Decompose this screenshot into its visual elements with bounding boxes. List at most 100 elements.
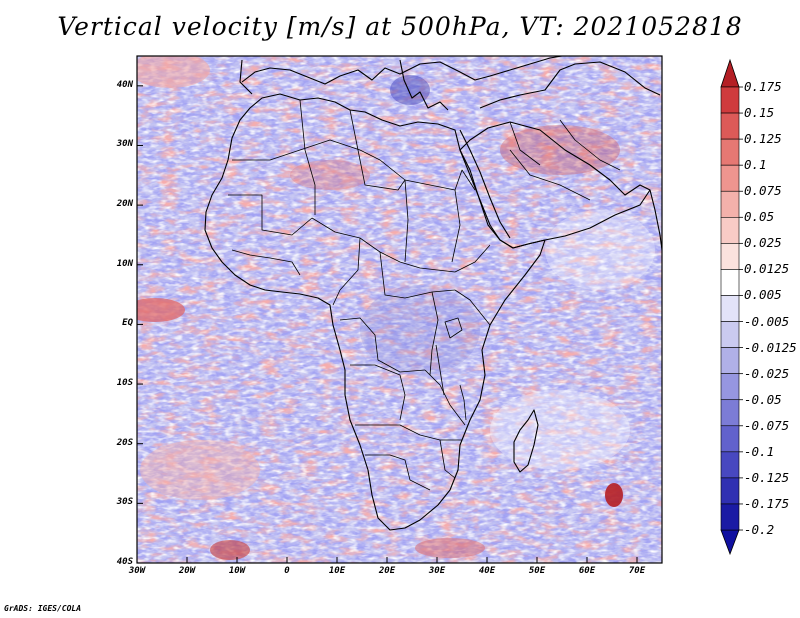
border-2 [299, 99, 316, 215]
lake-malawi [459, 384, 467, 421]
border-10 [379, 251, 456, 299]
lat-tick-label: 30S [116, 497, 133, 508]
colorbar-label: 0.075 [744, 183, 782, 199]
colorbar-label: -0.075 [744, 417, 790, 433]
lat-tick-label: 10S [116, 378, 133, 389]
colorbar-label: -0.125 [744, 469, 790, 485]
border-6 [311, 217, 491, 273]
india-coast [649, 189, 662, 251]
lon-tick-label: 10W [228, 566, 246, 576]
arabia-outline [459, 121, 651, 249]
colorbar-bottom-triangle [720, 529, 740, 556]
border-15 [424, 369, 466, 426]
colorbar-label: 0.175 [744, 79, 782, 94]
colorbar-swatch [720, 138, 740, 166]
colorbar-label: -0.0125 [744, 339, 797, 355]
lake-victoria [444, 317, 463, 339]
colorbar-label: -0.05 [744, 391, 782, 407]
border-5 [228, 194, 313, 236]
colorbar-label: 0.125 [744, 131, 782, 147]
balkans-coast [399, 59, 449, 111]
colorbar-swatch [720, 269, 740, 296]
colorbar-label: -0.1 [744, 443, 775, 459]
colorbar-label: -0.025 [744, 365, 790, 381]
lat-tick-label: 20S [116, 437, 133, 448]
madagascar-outline [513, 409, 539, 473]
colorbar-swatch [720, 321, 740, 348]
border-13 [454, 289, 491, 326]
colorbar-label: -0.2 [744, 522, 775, 538]
colorbar-swatch [720, 399, 740, 427]
colorbar-label: -0.005 [744, 313, 790, 329]
red-sea-coast [459, 129, 511, 239]
colorbar-swatch [720, 243, 740, 270]
colorbar-label: -0.175 [744, 495, 790, 511]
coastlines [204, 56, 662, 531]
lat-tick-label: 10N [116, 258, 133, 269]
colorbar-swatch [720, 425, 740, 453]
colorbar-top-triangle [720, 58, 740, 88]
lake-tanganyika [435, 344, 445, 396]
border-1 [232, 139, 406, 181]
lon-tick-label: 20E [378, 566, 396, 576]
country-borders [228, 99, 621, 491]
colorbar-label: 0.15 [744, 105, 775, 121]
border-11 [339, 317, 426, 373]
colorbar-label: 0.025 [744, 235, 782, 251]
iberia-coast [239, 59, 253, 95]
border-20 [509, 149, 591, 201]
lon-tick-label: 70E [628, 566, 646, 576]
border-21 [509, 121, 541, 166]
colorbar-swatch [720, 451, 740, 479]
colorbar-swatch [720, 347, 740, 374]
lon-tick-label: 10E [328, 566, 346, 576]
border-12 [429, 291, 439, 376]
colorbar-label: 0.05 [744, 209, 775, 225]
colorbar-swatch [720, 164, 740, 192]
colorbar-swatch [720, 112, 740, 140]
lon-tick-label: 0 [284, 566, 290, 576]
map-frame [136, 55, 663, 564]
border-8 [451, 189, 461, 263]
border-18 [439, 439, 456, 479]
asia-coast [479, 61, 661, 109]
lon-tick-label: 60E [578, 566, 596, 576]
lat-tick-label: EQ [122, 318, 133, 329]
border-17 [365, 454, 431, 491]
border-16 [355, 424, 462, 441]
lon-tick-label: 50E [528, 566, 546, 576]
colorbar-swatch [720, 217, 740, 244]
colorbar-swatch [720, 190, 740, 218]
velocity-field [137, 56, 662, 563]
colorbar [720, 58, 743, 556]
border-22 [559, 119, 621, 171]
grads-credit: GrADS: IGES/COLA [4, 604, 82, 613]
border-9 [332, 237, 361, 306]
colorbar-swatch [720, 86, 740, 114]
colorbar-swatch [720, 477, 740, 505]
colorbar-label: 0.005 [744, 287, 782, 303]
lat-tick-label: 20N [116, 199, 133, 210]
lat-tick-label: 40N [116, 79, 133, 90]
axis-ticks [136, 85, 638, 564]
lon-tick-label: 40E [478, 566, 496, 576]
colorbar-swatch [720, 373, 740, 401]
lat-tick-label: 40S [116, 557, 133, 567]
lon-tick-label: 30E [428, 566, 446, 576]
colorbar-label: 0.1 [744, 157, 767, 173]
border-7 [404, 219, 409, 263]
border-4 [404, 169, 476, 191]
lon-tick-label: 30W [128, 566, 146, 576]
lat-tick-label: 30N [116, 139, 133, 150]
border-14 [350, 364, 406, 421]
border-3 [349, 109, 409, 221]
colorbar-swatch [720, 295, 740, 322]
europe-coast [241, 56, 563, 85]
colorbar-label: 0.0125 [744, 261, 790, 277]
colorbar-swatch [720, 503, 740, 531]
lon-tick-label: 20W [178, 566, 196, 576]
border-19 [231, 249, 301, 276]
africa-outline [204, 93, 546, 531]
map-title: Vertical velocity [m/s] at 500hPa, VT: 2… [57, 12, 743, 41]
